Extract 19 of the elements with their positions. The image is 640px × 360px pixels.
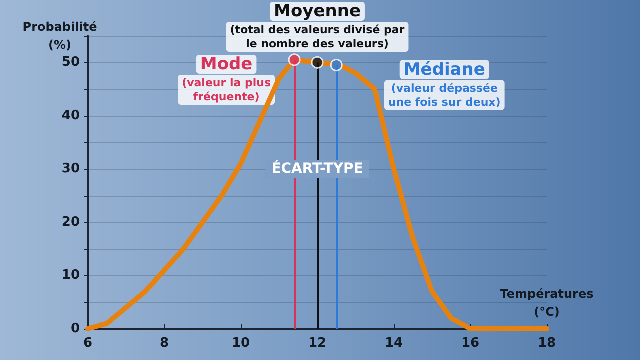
x-tick-label: 12 [308,336,327,351]
ref-line-label: Mode (valeur la plus fréquente) [182,54,272,104]
y-tick-label: 10 [62,268,80,284]
x-tick-label: 18 [538,336,556,351]
ref-line-label: Médiane (valeur dépassée une fois sur deux) [388,60,501,109]
y-tick-label: 50 [62,55,80,70]
y-tick-label: 30 [62,162,80,177]
x-axis-title: Températures (°C) [500,287,594,319]
x-tick-label: 14 [384,336,404,351]
y-tick-label: 20 [62,214,80,230]
annotation: ÉCART-TYPE [272,160,364,178]
y-tick-label: 0 [70,322,80,336]
x-tick-label: 8 [160,336,170,351]
x-tick-label: 6 [83,336,93,351]
x-tick-label: 16 [461,336,480,351]
y-tick-label: 40 [62,108,80,124]
ref-line-label: Moyenne (total des valeurs divisé par le nombre des valeurs) [230,2,406,50]
x-tick-label: 10 [232,336,250,351]
y-axis-title: Probabilité (%) [22,20,98,52]
